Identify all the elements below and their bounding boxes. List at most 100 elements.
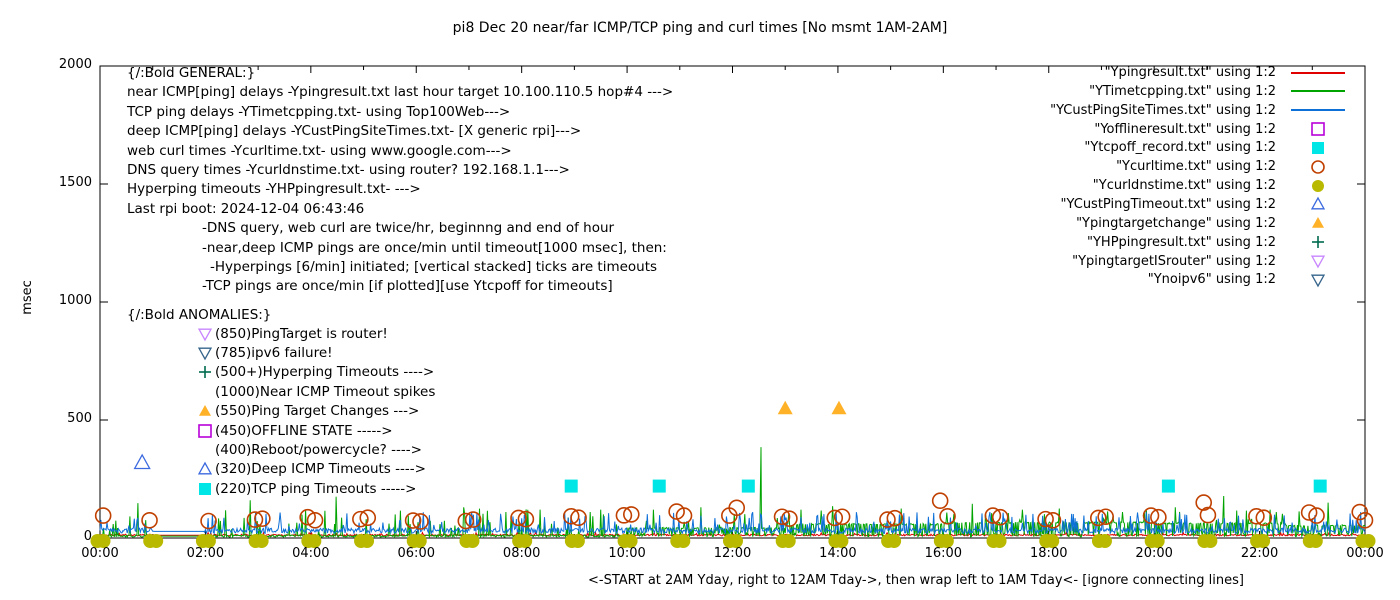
- legend-entry-label: "Ytcpoff_record.txt" using 1:2: [1084, 140, 1276, 156]
- legend-entry-label: "YCustPingSiteTimes.txt" using 1:2: [1050, 102, 1276, 118]
- x-tick-label: 06:00: [397, 546, 435, 561]
- anomaly-row: (220)TCP ping Timeouts ----->: [196, 481, 417, 497]
- general-line: -near,deep ICMP pings are once/min until…: [202, 239, 667, 256]
- anomaly-label: (400)Reboot/powercycle? ---->: [215, 441, 422, 458]
- general-block-title: {/:Bold GENERAL:}: [127, 65, 256, 81]
- square-filled-marker-icon: [199, 482, 211, 495]
- anomaly-row: (320)Deep ICMP Timeouts ---->: [196, 461, 426, 477]
- x-tick-label: 14:00: [819, 546, 857, 561]
- x-tick-label: 00:00: [81, 546, 119, 561]
- tri-up-filled-marker-icon: [1312, 217, 1324, 229]
- x-tick-label: 16:00: [924, 546, 963, 561]
- general-line: DNS query times -Ycurldnstime.txt- using…: [127, 162, 570, 178]
- anomaly-label: (850)PingTarget is router!: [215, 325, 388, 342]
- anomaly-label: (1000)Near ICMP Timeout spikes: [215, 383, 436, 400]
- general-line: -DNS query, web curl are twice/hr, begin…: [202, 220, 615, 237]
- y-axis-label: msec: [19, 280, 35, 315]
- tri-up-open-marker-icon: [197, 461, 213, 475]
- general-line: TCP ping delays -YTimetcpping.txt- using…: [127, 103, 511, 120]
- general-line: Last rpi boot: 2024-12-04 06:43:46: [127, 200, 365, 217]
- general-line: deep ICMP[ping] delays -YCustPingSiteTim…: [127, 123, 582, 140]
- legend-entry: "Yofflineresult.txt" using 1:2: [860, 120, 1360, 139]
- legend-entry-label: "YpingtargetISrouter" using 1:2: [1072, 253, 1276, 269]
- tri-up-filled-marker-icon: [199, 405, 211, 416]
- y-tick-label: 1000: [58, 293, 92, 308]
- legend-entry: "YTimetcpping.txt" using 1:2: [860, 82, 1360, 101]
- legend-entry-label: "Ycurldnstime.txt" using 1:2: [1092, 178, 1276, 194]
- plus-marker-icon: [199, 366, 211, 379]
- series-points-YCustPingTimeout.txt: [133, 453, 151, 470]
- legend-entry: "Ypingresult.txt" using 1:2: [860, 63, 1360, 82]
- tri-down-open-marker-icon: [1310, 255, 1326, 269]
- line-marker-icon: [1291, 109, 1345, 112]
- anomaly-label: (450)OFFLINE STATE ----->: [215, 422, 393, 439]
- legend-entry: "Ynoipv6" using 1:2: [860, 270, 1360, 289]
- x-tick-label: 20:00: [1135, 546, 1173, 561]
- legend-entry: "YpingtargetISrouter" using 1:2: [860, 252, 1360, 271]
- legend-entry-label: "YCustPingTimeout.txt" using 1:2: [1060, 196, 1276, 212]
- x-tick-label: 04:00: [292, 546, 330, 561]
- y-tick-label: 1500: [58, 175, 92, 190]
- legend-entry-label: "Ycurltime.txt" using 1:2: [1116, 159, 1276, 175]
- general-line: -TCP pings are once/min [if plotted][use…: [202, 278, 613, 295]
- legend-entry: "Ycurltime.txt" using 1:2: [860, 157, 1360, 176]
- anomaly-label: (320)Deep ICMP Timeouts ---->: [215, 461, 426, 478]
- legend-entry: "YCustPingSiteTimes.txt" using 1:2: [860, 101, 1360, 120]
- line-marker-icon: [1291, 90, 1345, 93]
- legend-entry: "Ypingtargetchange" using 1:2: [860, 214, 1360, 233]
- legend-entry-label: "Ypingresult.txt" using 1:2: [1104, 65, 1276, 80]
- circle-filled-marker-icon: [1312, 179, 1324, 192]
- plus-marker-icon: [1312, 236, 1324, 249]
- x-tick-label: 10:00: [608, 546, 646, 561]
- tri-up-open-marker-icon: [1310, 197, 1326, 210]
- x-tick-label: 18:00: [1030, 546, 1068, 561]
- legend-entry-label: "Ynoipv6" using 1:2: [1147, 272, 1276, 288]
- x-axis-label: <-START at 2AM Yday, right to 12AM Tday-…: [588, 573, 1244, 588]
- series-points-Ypingtargetchange: [777, 400, 847, 415]
- line-marker-icon: [1291, 71, 1345, 74]
- square-open-marker-icon: [1311, 122, 1325, 136]
- x-tick-label: 22:00: [1240, 546, 1279, 561]
- legend-entry: "YCustPingTimeout.txt" using 1:2: [860, 195, 1360, 214]
- square-filled-marker-icon: [1312, 141, 1324, 154]
- x-tick-label: 08:00: [502, 546, 541, 561]
- anomaly-label: (500+)Hyperping Timeouts ---->: [215, 364, 435, 381]
- tri-down-open-marker-icon: [1310, 274, 1326, 288]
- x-tick-label: 12:00: [713, 546, 752, 561]
- x-tick-label: 00:00: [1346, 546, 1384, 561]
- legend-entry-label: "Ypingtargetchange" using 1:2: [1076, 215, 1276, 231]
- anomaly-label: (785)ipv6 failure!: [215, 344, 333, 361]
- tri-down-open-marker-icon: [197, 328, 213, 341]
- general-line: -Hyperpings [6/min] initiated; [vertical…: [210, 259, 658, 275]
- general-line: near ICMP[ping] delays -Ypingresult.txt …: [127, 84, 674, 101]
- tri-down-open-marker-icon: [197, 347, 213, 361]
- anomaly-label: (220)TCP ping Timeouts ----->: [215, 480, 417, 497]
- anomaly-row: (1000)Near ICMP Timeout spikes: [196, 384, 435, 400]
- series-points-Ytcpoff_record.txt: [564, 479, 1327, 493]
- chart-title: pi8 Dec 20 near/far ICMP/TCP ping and cu…: [452, 20, 948, 36]
- anomaly-row: (500+)Hyperping Timeouts ---->: [196, 364, 434, 380]
- anomaly-row: (550)Ping Target Changes --->: [196, 403, 419, 419]
- circle-open-marker-icon: [1311, 159, 1325, 174]
- y-tick-label: 0: [83, 529, 92, 544]
- y-tick-label: 2000: [58, 57, 92, 72]
- series-line-YCustPingSiteTimes.txt: [99, 511, 1366, 535]
- anomaly-row: (450)OFFLINE STATE ----->: [196, 423, 393, 439]
- legend-entry: "Ycurldnstime.txt" using 1:2: [860, 176, 1360, 195]
- legend-entry: "Ytcpoff_record.txt" using 1:2: [860, 138, 1360, 157]
- anomaly-row: (785)ipv6 failure!: [196, 345, 333, 361]
- y-tick-label: 500: [67, 411, 92, 426]
- x-tick-label: 02:00: [186, 546, 225, 561]
- square-open-marker-icon: [198, 423, 212, 438]
- anomaly-label: (550)Ping Target Changes --->: [215, 403, 420, 420]
- general-line: Hyperping timeouts -YHPpingresult.txt- -…: [127, 181, 421, 198]
- general-line: web curl times -Ycurltime.txt- using www…: [127, 142, 512, 159]
- series-points-Ycurldnstime.txt: [90, 534, 1376, 548]
- anomaly-row: (850)PingTarget is router!: [196, 326, 388, 342]
- legend-entry-label: "YTimetcpping.txt" using 1:2: [1089, 83, 1276, 99]
- legend-entry-label: "Yofflineresult.txt" using 1:2: [1094, 121, 1276, 137]
- anomaly-row: (400)Reboot/powercycle? ---->: [196, 442, 422, 458]
- anomalies-block-title: {/:Bold ANOMALIES:}: [127, 307, 272, 323]
